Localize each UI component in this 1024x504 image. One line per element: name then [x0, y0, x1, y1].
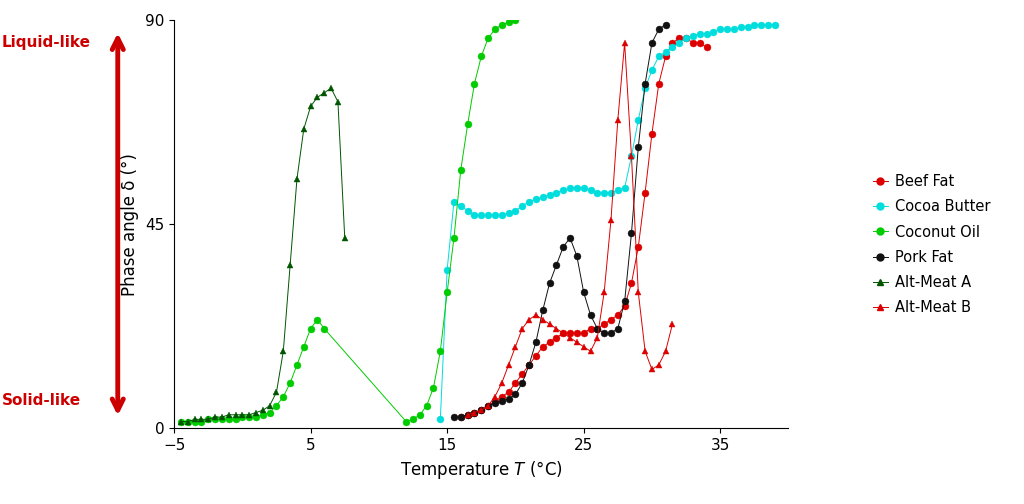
Text: Liquid-like: Liquid-like	[2, 35, 91, 50]
X-axis label: Temperature $T$ (°C): Temperature $T$ (°C)	[400, 459, 562, 481]
Text: Solid-like: Solid-like	[2, 393, 81, 408]
Legend: Beef Fat, Cocoa Butter, Coconut Oil, Pork Fat, Alt-Meat A, Alt-Meat B: Beef Fat, Cocoa Butter, Coconut Oil, Por…	[867, 168, 996, 321]
Y-axis label: Phase angle δ (°): Phase angle δ (°)	[122, 153, 139, 296]
